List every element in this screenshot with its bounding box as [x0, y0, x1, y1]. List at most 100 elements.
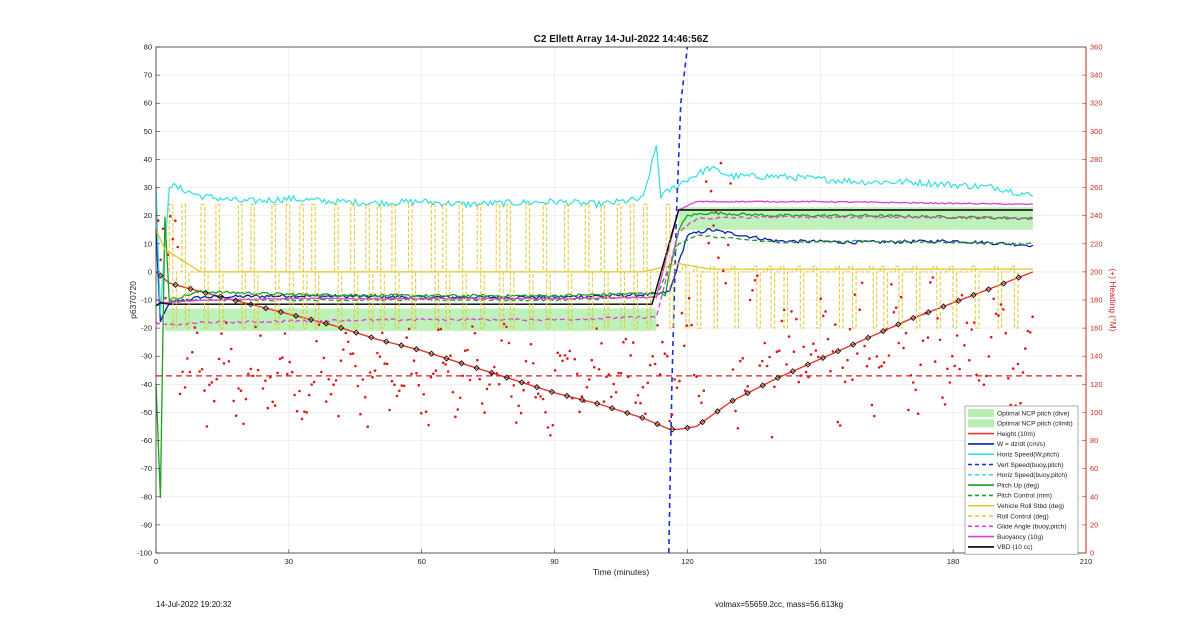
heading-point [242, 422, 245, 426]
y-tick-label: 60 [144, 99, 152, 108]
heading-point [215, 377, 218, 381]
y-tick-label: -100 [137, 549, 152, 558]
heading-point [661, 340, 664, 344]
height-marker [157, 272, 164, 279]
heading-point [814, 349, 818, 352]
heading-point [247, 372, 250, 376]
height-marker [533, 384, 540, 391]
height-marker [277, 308, 285, 316]
heading-point [953, 364, 956, 368]
heading-point [437, 328, 440, 332]
height-marker [593, 400, 601, 407]
height-marker [262, 305, 269, 312]
heading-point [666, 354, 669, 358]
height-marker [609, 405, 616, 412]
heading-point [188, 370, 192, 374]
height-marker [337, 324, 345, 331]
heading-points [156, 161, 1086, 439]
heading-point [678, 379, 681, 383]
heading-point [968, 359, 971, 362]
heading-point [622, 340, 625, 344]
legend-label: Vehicle Roll Stbd (deg) [997, 503, 1064, 510]
heading-point [863, 344, 866, 348]
legend-label: Height (10m) [997, 431, 1035, 438]
heading-point [388, 408, 391, 412]
heading-point [378, 355, 382, 358]
heading-point [629, 354, 632, 357]
heading-point [804, 370, 808, 374]
heading-point [904, 331, 908, 335]
y-tick-label: -90 [141, 520, 152, 529]
heading-point [585, 385, 589, 389]
heading-point [595, 327, 598, 330]
heading-point [320, 370, 323, 374]
heading-point [690, 323, 693, 327]
heading-point [977, 379, 981, 382]
y-right-tick-label: 300 [1090, 127, 1103, 136]
height-marker [578, 396, 586, 403]
footer-mass-info: volmax=55659.2cc, mass=56.613kg [715, 600, 844, 609]
heading-point [1002, 308, 1005, 311]
height-marker [458, 360, 465, 367]
x-tick-label: 150 [814, 557, 827, 566]
heading-point [970, 328, 973, 331]
heading-point [210, 381, 214, 384]
heading-point [588, 378, 591, 381]
heading-point [600, 342, 603, 345]
heading-point [495, 372, 499, 375]
heading-point [700, 401, 703, 405]
height-marker [970, 291, 977, 299]
heading-point [476, 358, 479, 362]
heading-point [200, 368, 204, 371]
heading-point [902, 346, 905, 350]
y-right-tick-label: 240 [1090, 211, 1103, 220]
heading-point [541, 397, 545, 401]
heading-point [941, 396, 944, 399]
heading-point [653, 362, 657, 366]
heading-point [441, 361, 445, 365]
heading-point [549, 434, 552, 437]
heading-point [899, 295, 903, 299]
y-tick-label: 50 [144, 127, 152, 136]
heading-point [281, 356, 284, 360]
heading-point [841, 366, 844, 370]
heading-point [527, 381, 530, 384]
heading-point [193, 326, 197, 329]
heading-point [994, 312, 998, 316]
heading-point [1016, 362, 1020, 366]
heading-point [385, 362, 389, 366]
height-marker [834, 348, 842, 355]
height-marker [307, 316, 315, 323]
series-pitch-control-mm- [155, 234, 1034, 306]
heading-point [768, 355, 771, 359]
heading-point [1024, 347, 1027, 350]
heading-point [315, 339, 318, 343]
heading-point [673, 378, 676, 381]
heading-point [451, 390, 455, 394]
heading-point [724, 281, 727, 285]
height-marker [398, 342, 405, 349]
heading-point [770, 435, 774, 439]
y-right-tick-label: 200 [1090, 267, 1103, 276]
height-marker [428, 350, 435, 357]
y-tick-label: 40 [144, 155, 152, 164]
height-marker [684, 424, 691, 432]
heading-point [478, 377, 482, 381]
heading-point [775, 350, 779, 354]
heading-point [610, 395, 613, 399]
heading-point [617, 371, 620, 375]
heading-point [972, 321, 976, 324]
heading-point [407, 327, 411, 331]
heading-point [232, 399, 235, 403]
heading-point [286, 372, 289, 376]
height-marker [714, 408, 721, 415]
heading-point [697, 394, 701, 398]
heading-point [432, 372, 435, 376]
heading-point [982, 383, 986, 387]
heading-point [958, 367, 961, 371]
height-marker [819, 354, 827, 361]
heading-point [373, 369, 377, 372]
y-right-tick-label: 160 [1090, 324, 1103, 333]
heading-point [183, 386, 187, 389]
heading-point [746, 385, 749, 388]
